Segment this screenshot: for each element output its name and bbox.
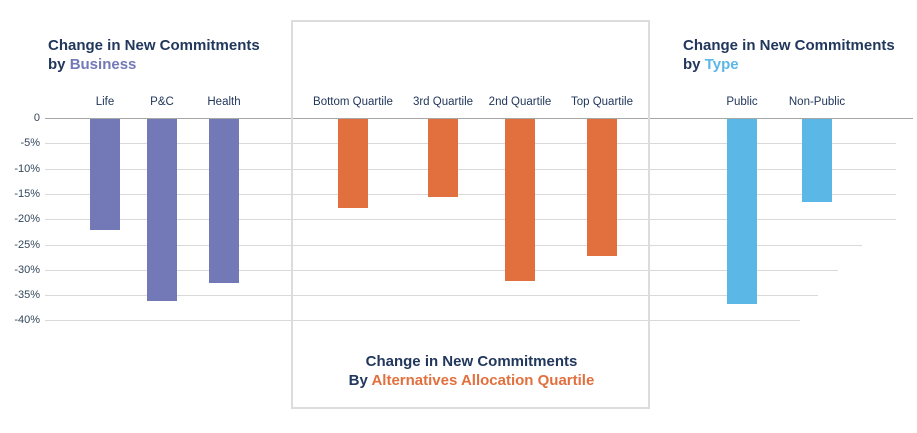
business-title-line1: Change in New Commitments [48,37,260,54]
gridline--15 [45,193,896,195]
category-label-life: Life [95,96,115,108]
business-title-prefix: by [48,56,70,73]
gridline--5 [45,143,896,145]
y-axis-tick-label: -25% [14,238,40,251]
gridline--10 [45,168,896,170]
type-title-prefix: by [683,56,705,73]
category-label-p-c: P&C [150,96,174,108]
gridline--20 [45,219,896,221]
category-label-3rd-quartile: 3rd Quartile [412,96,474,108]
bar-bottom-quartile [338,119,368,208]
category-label-top-quartile: Top Quartile [570,96,633,108]
y-axis-tick-label: -35% [14,289,40,302]
category-label-bottom-quartile: Bottom Quartile [313,96,393,108]
type-title-highlight: Type [704,56,739,73]
category-label-health: Health [207,96,241,108]
y-axis-tick-label: -30% [14,263,40,276]
quartile-title-prefix: By [348,372,372,389]
y-axis-tick-label: -15% [14,187,40,200]
bar-non-public [802,119,832,203]
category-label-non-public: Non-Public [788,96,846,108]
quartile-title-line1: Change in New Commitments [365,353,578,370]
quartile-title-highlight: Alternatives Allocation Quartile [371,372,595,389]
bar-life [90,119,120,231]
gridline--35 [45,295,818,297]
bar-health [209,119,239,284]
category-label-public: Public [726,96,758,108]
bar-3rd-quartile [428,119,458,198]
y-axis-tick-label: -10% [14,162,40,175]
gridline--40 [45,320,800,322]
bar-p-c [147,119,177,302]
quartile-panel-title: Change in New Commitments By Alternative… [291,352,652,390]
business-title-highlight: Business [69,56,137,73]
y-axis-tick-label: -20% [14,213,40,226]
gridline--25 [45,244,862,246]
y-axis-tick-label: -40% [14,314,40,327]
y-axis-tick-label: 0 [33,112,40,124]
y-axis-tick-label: -5% [20,137,40,150]
gridline-0 [45,118,913,119]
gridline--30 [45,269,838,271]
bar-2nd-quartile [505,119,535,281]
business-panel-title: Change in New Commitments by Business [48,36,260,74]
type-panel-title: Change in New Commitments by Type [683,36,895,74]
bar-public [727,119,757,304]
type-title-line1: Change in New Commitments [683,37,895,54]
category-label-2nd-quartile: 2nd Quartile [488,96,552,108]
bar-top-quartile [587,119,617,256]
